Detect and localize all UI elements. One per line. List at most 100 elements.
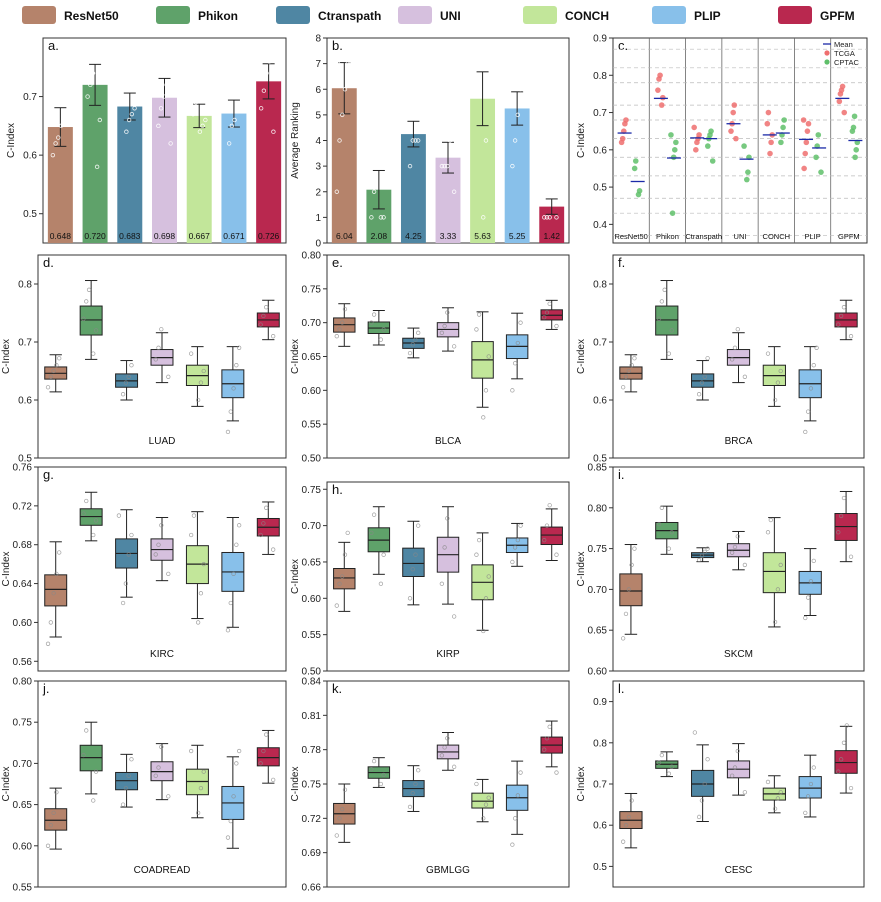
data-point — [805, 794, 811, 799]
data-point — [369, 766, 374, 772]
data-point — [407, 163, 413, 169]
y-tick-label: 0.7 — [593, 780, 607, 791]
data-point — [337, 327, 342, 332]
data-point — [735, 534, 740, 539]
data-point — [261, 88, 267, 93]
data-point — [620, 636, 626, 641]
y-tick-label: 5 — [315, 110, 321, 121]
box-plip — [221, 517, 245, 633]
box-resnet50 — [333, 303, 356, 347]
data-point — [479, 61, 485, 66]
data-point — [629, 363, 634, 368]
data-point — [159, 523, 164, 528]
data-point — [416, 330, 421, 335]
data-point — [445, 163, 450, 169]
legend-mean-label: Mean — [834, 40, 853, 49]
y-tick-label: 0 — [315, 239, 321, 250]
y-tick-label: 0.68 — [13, 540, 33, 551]
data-point — [442, 545, 447, 550]
y-tick-label: 0.60 — [302, 386, 322, 397]
data-point — [442, 323, 447, 329]
data-point — [188, 748, 194, 754]
data-point — [410, 138, 415, 143]
box-uni — [150, 743, 174, 801]
data-point — [193, 100, 199, 105]
data-point — [660, 94, 666, 101]
data-point — [554, 323, 559, 329]
value-label: 4.25 — [405, 231, 422, 241]
plot-frame — [37, 254, 287, 459]
y-tick-label: 0.84 — [302, 677, 322, 688]
data-point — [91, 798, 96, 803]
data-point — [818, 169, 824, 175]
box-iqr — [798, 776, 822, 799]
data-point — [86, 287, 92, 292]
data-point — [156, 345, 161, 350]
data-point — [234, 761, 239, 766]
data-point — [45, 843, 51, 848]
data-point — [407, 596, 413, 601]
box-conch — [762, 346, 786, 407]
box-conch — [185, 346, 209, 407]
data-point — [126, 374, 131, 379]
data-point — [342, 87, 348, 92]
data-point — [258, 106, 264, 111]
data-point — [518, 320, 523, 325]
data-point — [48, 374, 53, 379]
value-label: 3.33 — [440, 231, 457, 241]
y-tick-label: 0.56 — [13, 657, 33, 668]
data-point — [474, 327, 479, 332]
y-tick-label: 7 — [315, 59, 321, 70]
data-point — [620, 385, 626, 390]
legend-tcga-marker — [824, 50, 830, 56]
bar-group-resnet50: 6.04 — [331, 61, 357, 243]
data-point — [52, 94, 57, 99]
data-point — [808, 579, 814, 584]
legend-item-uni: UNI — [398, 6, 461, 24]
data-point — [188, 351, 194, 356]
data-point — [699, 380, 705, 385]
box-phikon — [367, 309, 391, 346]
cancer-label: LUAD — [149, 436, 176, 447]
y-tick-label: 0.60 — [588, 667, 608, 678]
data-point — [413, 552, 418, 557]
data-point — [342, 306, 348, 312]
data-point — [669, 328, 674, 333]
data-point — [474, 61, 479, 66]
panel-b: 0 1 2 3 4 5 6 7 8 Average Ranking b. 6.04 2.08 4.25 3.… — [290, 34, 570, 250]
data-point — [197, 129, 203, 134]
data-point — [544, 736, 550, 741]
data-point — [235, 106, 240, 111]
box-phikon — [79, 491, 103, 542]
data-point — [623, 374, 629, 379]
data-point — [126, 117, 132, 123]
data-point — [839, 83, 846, 90]
data-point — [93, 59, 98, 64]
data-point — [413, 337, 418, 342]
data-point — [407, 804, 413, 810]
data-point — [512, 361, 518, 366]
data-point — [655, 87, 661, 93]
data-point — [481, 415, 486, 420]
data-point — [381, 772, 386, 777]
plot-frame — [612, 254, 865, 459]
y-tick-label: 0.60 — [13, 841, 33, 852]
box-conch — [762, 517, 786, 628]
panel-c: 0.4 0.5 0.6 0.7 0.8 0.9 C-Index c. ResNet50 Phiko… — [576, 34, 868, 244]
data-point — [853, 147, 860, 153]
data-point — [445, 516, 450, 521]
data-point — [544, 215, 550, 220]
y-tick-label: 0.55 — [302, 420, 322, 431]
box-uni — [436, 732, 460, 771]
data-point — [234, 363, 239, 368]
panel-label: i. — [618, 467, 625, 482]
data-point — [51, 591, 56, 596]
value-label: 5.25 — [509, 231, 526, 241]
data-point — [659, 505, 664, 510]
data-point — [481, 628, 486, 634]
data-point — [120, 600, 126, 606]
data-point — [236, 748, 242, 754]
legend-swatch-plip — [652, 6, 686, 24]
data-point — [334, 334, 339, 339]
box-ctranspath — [402, 327, 425, 359]
